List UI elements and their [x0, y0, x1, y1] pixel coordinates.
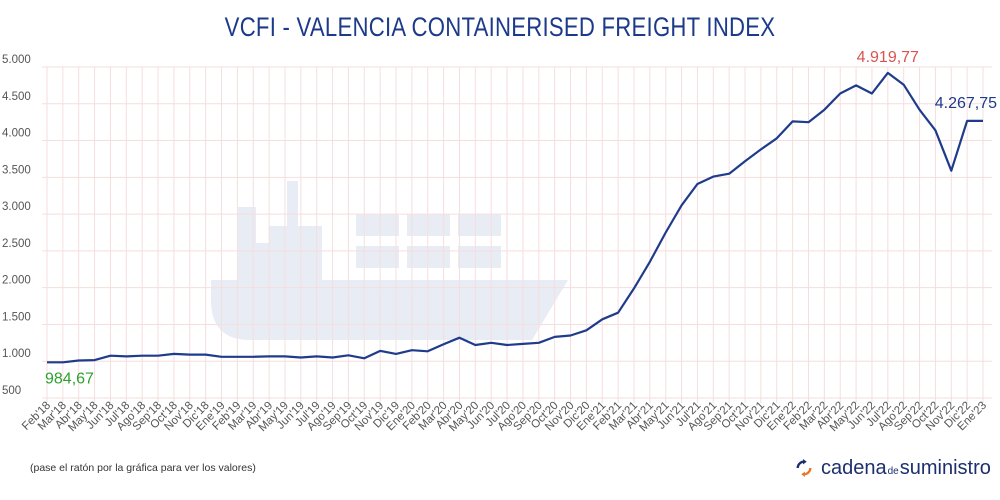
grid [42, 66, 992, 403]
x-axis: Feb'18Mar'18Abr'18May'18Jun'18Jul'18Ago'… [20, 400, 989, 434]
logo-text-cadena: cadena [821, 457, 887, 479]
y-tick-label: 3.000 [2, 201, 31, 213]
y-tick-label: 1.000 [2, 348, 31, 360]
refresh-arrows-icon [796, 459, 812, 477]
annotation-last-value: 4.267,75 [935, 95, 997, 112]
y-tick-label: 4.000 [2, 128, 31, 140]
hover-hint: (pase el ratón por la gráfica para ver l… [30, 462, 256, 474]
annotation-first-value: 984,67 [45, 370, 94, 387]
y-tick-label: 1.500 [2, 311, 31, 323]
logo-text-de: de [887, 466, 899, 477]
y-axis: 500 1.000 1.500 2.000 2.500 3.000 3.500 4.000 4.… [2, 54, 31, 397]
y-tick-label: 5.000 [2, 54, 31, 66]
series-line [47, 71, 983, 364]
y-tick-label: 2.000 [2, 275, 31, 287]
y-tick-label: 3.500 [2, 164, 31, 176]
y-tick-label: 500 [2, 385, 21, 397]
chart-title: VCFI - VALENCIA CONTAINERISED FREIGHT IN… [224, 12, 776, 42]
logo: cadena de suministro [795, 456, 991, 480]
y-tick-label: 2.500 [2, 238, 31, 250]
annotation-max-value: 4.919,77 [857, 49, 919, 66]
logo-text-suministro: suministro [899, 457, 991, 479]
y-tick-label: 4.500 [2, 91, 31, 103]
ship-watermark [211, 181, 568, 340]
